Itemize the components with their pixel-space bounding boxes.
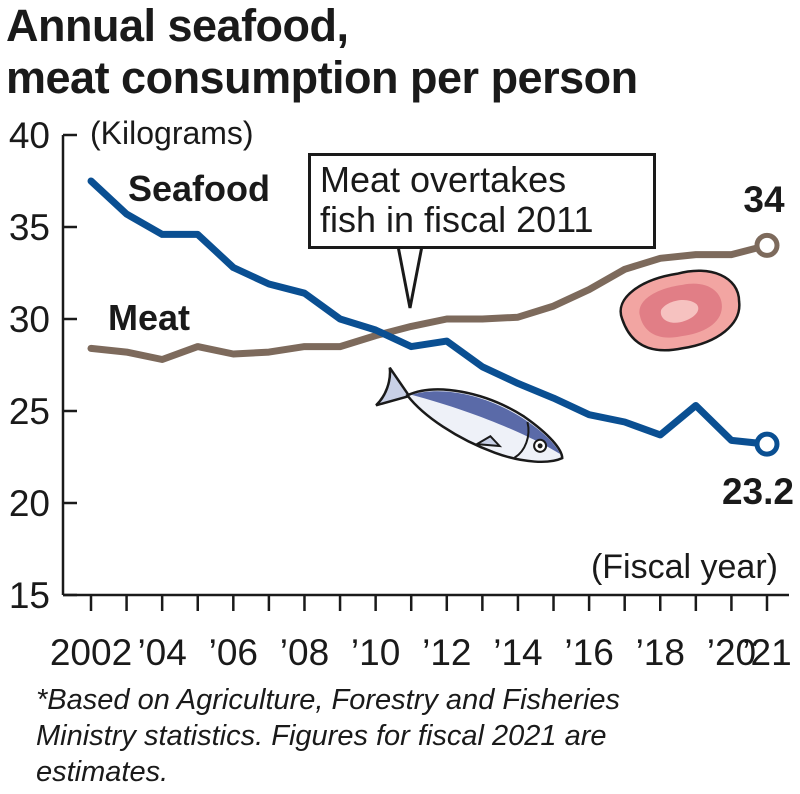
x-tick-label: ’16 bbox=[564, 632, 613, 673]
x-tick-label: ’08 bbox=[280, 632, 329, 673]
footnote: *Based on Agriculture, Forestry and Fish… bbox=[36, 682, 776, 790]
fish-illustration bbox=[375, 366, 564, 464]
series-label-meat: Meat bbox=[108, 297, 190, 338]
series-lines bbox=[87, 177, 780, 457]
title-line-1: Annual seafood, bbox=[6, 0, 349, 51]
y-tick-label: 20 bbox=[9, 483, 50, 524]
x-tick-label: 2002 bbox=[50, 632, 132, 673]
x-tick-label: ’10 bbox=[351, 632, 400, 673]
callout-pointer bbox=[396, 245, 424, 309]
illustrations bbox=[375, 269, 741, 464]
footnote-line-2: Ministry statistics. Figures for fiscal … bbox=[36, 720, 607, 752]
end-label-seafood: 23.2 bbox=[722, 471, 794, 512]
chart-title: Annual seafood, meat consumption per per… bbox=[6, 0, 638, 104]
y-tick-label: 25 bbox=[9, 391, 50, 432]
callout-line-2: fish in fiscal 2011 bbox=[320, 199, 594, 240]
annotation-callout: Meat overtakes fish in fiscal 2011 bbox=[308, 153, 656, 249]
x-tick-label: ’14 bbox=[493, 632, 542, 673]
callout-line-1: Meat overtakes bbox=[320, 159, 567, 200]
end-label-meat: 34 bbox=[743, 179, 785, 220]
x-tick-label: ’06 bbox=[209, 632, 258, 673]
x-axis-title: (Fiscal year) bbox=[591, 548, 778, 586]
x-tick-label: ’12 bbox=[422, 632, 471, 673]
y-tick-label: 40 bbox=[9, 115, 50, 156]
title-line-2: meat consumption per person bbox=[6, 52, 638, 103]
chart-labels: (Kilograms) (Fiscal year) Seafood Meat 34 23.… bbox=[90, 115, 794, 586]
x-tick-label: ’04 bbox=[137, 632, 186, 673]
y-tick-label: 30 bbox=[9, 299, 50, 340]
series-line-meat bbox=[87, 241, 771, 363]
x-tick-label: ’18 bbox=[636, 632, 685, 673]
y-tick-label: 15 bbox=[9, 575, 50, 616]
footnote-line-3: estimates. bbox=[36, 756, 169, 788]
y-tick-label: 35 bbox=[9, 207, 50, 248]
meat-illustration bbox=[619, 269, 741, 352]
x-tick-label: ’21 bbox=[742, 632, 791, 673]
x-tick-label: ’20 bbox=[707, 632, 756, 673]
footnote-line-1: *Based on Agriculture, Forestry and Fish… bbox=[36, 684, 621, 716]
y-axis-title: (Kilograms) bbox=[90, 115, 254, 151]
series-line-seafood bbox=[87, 177, 771, 448]
end-point-marker-seafood bbox=[754, 431, 780, 457]
end-point-marker-meat bbox=[754, 232, 780, 258]
series-label-seafood: Seafood bbox=[128, 168, 270, 209]
